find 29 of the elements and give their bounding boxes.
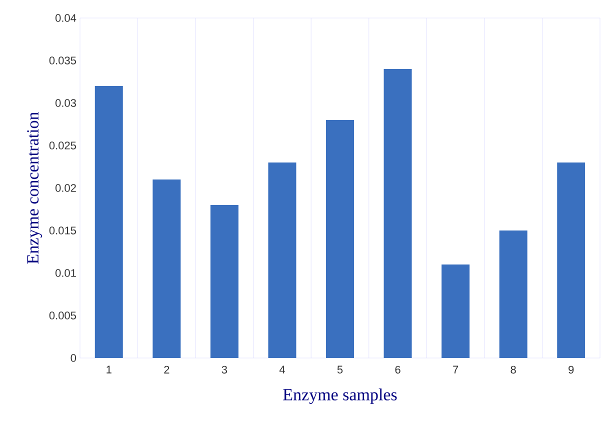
y-tick-label: 0.03 <box>55 99 76 107</box>
y-tick-label: 0 <box>70 354 76 362</box>
y-tick-label: 0.035 <box>49 56 76 64</box>
x-tick-label: 5 <box>337 366 343 374</box>
x-tick-label: 2 <box>164 366 170 374</box>
y-axis-title: Enzyme concentration <box>27 112 42 264</box>
bar <box>268 162 296 358</box>
bar <box>384 69 412 358</box>
bar <box>152 180 181 358</box>
x-tick-label: 6 <box>395 366 400 374</box>
bar <box>94 86 123 358</box>
y-tick-label: 0.01 <box>55 269 76 277</box>
x-tick-label: 1 <box>106 366 112 374</box>
x-tick-label: 4 <box>279 366 285 374</box>
bar <box>326 120 354 358</box>
y-tick-label: 0.025 <box>49 142 76 150</box>
y-tick-label: 0.015 <box>49 226 76 234</box>
x-tick-label: 7 <box>453 366 458 374</box>
x-tick-label: 3 <box>222 366 228 374</box>
y-tick-label: 0.005 <box>49 312 76 320</box>
bar <box>210 205 238 358</box>
x-tick-label: 9 <box>568 366 574 374</box>
bar <box>499 230 528 358</box>
y-tick-label: 0.04 <box>55 14 76 22</box>
bar <box>442 264 470 358</box>
x-axis-title: Enzyme samples <box>283 388 397 404</box>
bar <box>557 162 586 358</box>
y-tick-label: 0.02 <box>55 184 76 192</box>
x-tick-label: 8 <box>510 366 516 374</box>
